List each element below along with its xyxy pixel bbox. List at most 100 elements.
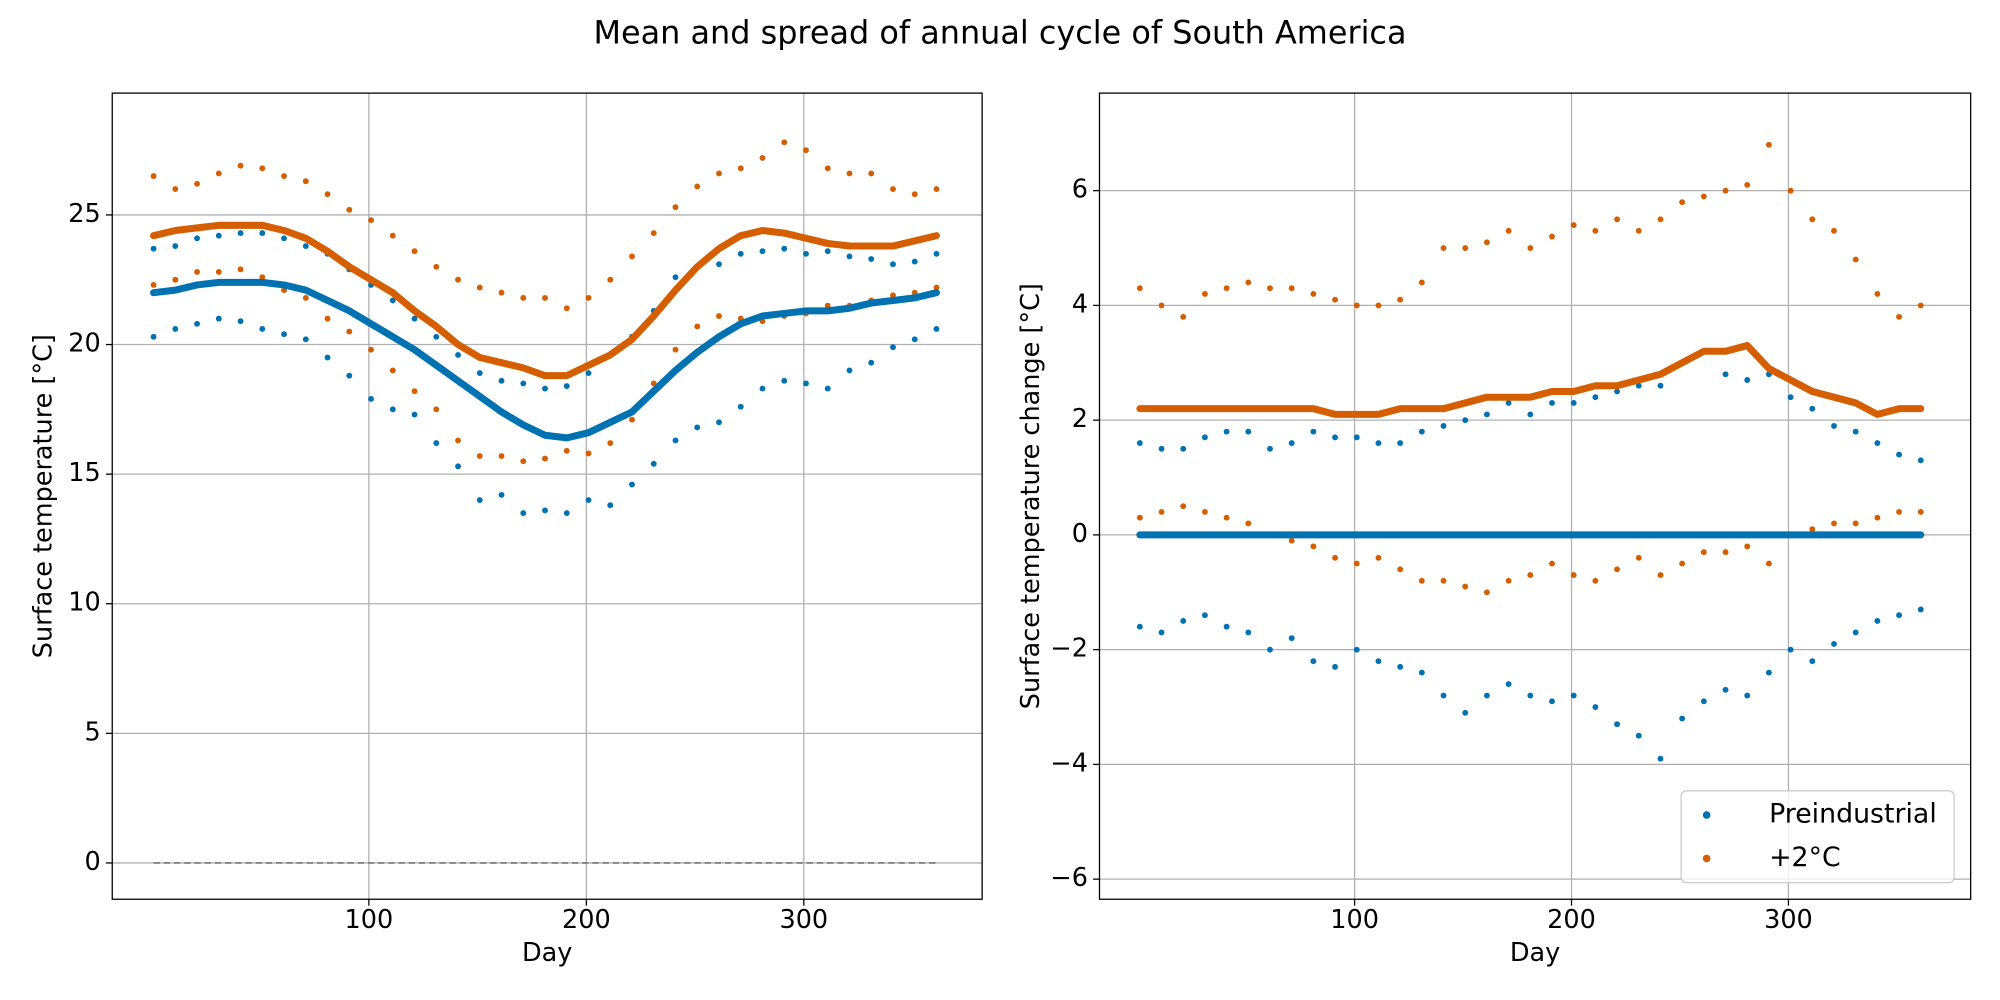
spread-point xyxy=(259,230,266,237)
spread-point xyxy=(476,284,483,291)
spread-point xyxy=(824,165,831,172)
spread-point xyxy=(1896,313,1903,320)
spread-point xyxy=(1245,428,1252,435)
spread-point xyxy=(1592,227,1599,234)
spread-point xyxy=(1440,422,1447,429)
spread-point xyxy=(1245,629,1252,636)
spread-point xyxy=(1787,394,1794,401)
spread-point xyxy=(1917,457,1924,464)
spread-point xyxy=(281,173,287,179)
spread-point xyxy=(694,183,701,190)
spread-point xyxy=(1722,686,1729,693)
spread-point xyxy=(1917,606,1924,613)
y-tick-label: 4 xyxy=(1072,289,1088,319)
spread-point xyxy=(1245,279,1252,286)
spread-point xyxy=(1809,405,1816,412)
spread-point xyxy=(1505,227,1512,234)
spread-point xyxy=(455,351,461,358)
spread-point xyxy=(737,165,744,172)
spread-point xyxy=(1592,704,1599,710)
spread-point xyxy=(281,331,287,338)
spread-point xyxy=(1418,279,1425,286)
x-tick-label: 200 xyxy=(562,905,611,935)
spread-point xyxy=(542,294,548,301)
spread-point xyxy=(1549,698,1555,705)
spread-point xyxy=(433,263,440,270)
spread-point xyxy=(1245,520,1252,527)
spread-point xyxy=(302,243,309,249)
spread-point xyxy=(1679,199,1686,206)
spread-point xyxy=(1831,640,1837,647)
spread-point xyxy=(1332,663,1339,670)
spread-point xyxy=(542,507,548,514)
legend-marker xyxy=(1702,854,1711,863)
spread-point xyxy=(737,250,744,257)
spread-point xyxy=(1353,646,1360,653)
spread-point xyxy=(1483,589,1490,596)
spread-point xyxy=(607,502,614,509)
spread-point xyxy=(1679,715,1686,722)
spread-point xyxy=(1570,692,1577,699)
spread-point xyxy=(520,510,527,516)
spread-point xyxy=(1375,302,1382,309)
spread-point xyxy=(150,281,157,288)
spread-point xyxy=(1462,417,1469,424)
spread-point xyxy=(237,266,244,273)
spread-point xyxy=(1722,371,1729,378)
axes-frame xyxy=(111,92,983,900)
spread-point xyxy=(1831,520,1837,527)
legend-box xyxy=(1680,790,1955,884)
spread-point xyxy=(1852,256,1859,263)
plot-area xyxy=(112,93,983,900)
spread-point xyxy=(302,294,309,301)
spread-point xyxy=(389,297,396,304)
spread-point xyxy=(1223,514,1230,521)
spread-point xyxy=(1614,388,1621,395)
spread-point xyxy=(1700,193,1707,200)
spread-point xyxy=(1158,302,1165,309)
spread-point xyxy=(846,170,853,177)
spread-point xyxy=(1744,543,1751,550)
spread-point xyxy=(1744,692,1751,699)
spread-point xyxy=(368,217,374,224)
spread-point xyxy=(563,447,570,454)
spread-point xyxy=(215,232,222,239)
spread-point xyxy=(1700,549,1707,556)
spread-point xyxy=(1549,233,1555,240)
spread-point xyxy=(1831,227,1837,234)
spread-point xyxy=(1896,509,1903,515)
spread-point xyxy=(1223,285,1230,292)
spread-point xyxy=(1896,451,1903,458)
spread-point xyxy=(911,336,918,343)
spread-point xyxy=(1831,422,1837,429)
x-tick-label: 100 xyxy=(345,905,394,935)
x-axis-label: Day xyxy=(522,938,572,968)
spread-point xyxy=(846,367,853,374)
spread-point xyxy=(1332,296,1339,303)
spread-point xyxy=(629,253,635,260)
spread-point xyxy=(1332,554,1339,561)
spread-point xyxy=(1700,698,1707,705)
spread-point xyxy=(1657,382,1664,389)
spread-point xyxy=(302,178,309,185)
spread-point xyxy=(1527,245,1534,251)
spread-point xyxy=(1201,290,1208,297)
spread-point xyxy=(1180,503,1187,510)
spread-point xyxy=(302,336,309,343)
spread-point xyxy=(1505,400,1512,406)
spread-point xyxy=(346,206,353,213)
spread-point xyxy=(1158,445,1165,452)
spread-point xyxy=(629,416,635,423)
spread-point xyxy=(1679,560,1686,567)
spread-point xyxy=(1852,428,1859,435)
spread-point xyxy=(1874,514,1881,521)
spread-point xyxy=(411,411,418,418)
spread-point xyxy=(563,510,570,516)
spread-point xyxy=(803,250,809,257)
spread-point xyxy=(476,497,483,503)
spread-point xyxy=(1765,560,1772,567)
spread-point xyxy=(890,292,896,299)
spread-point xyxy=(1874,440,1881,447)
spread-point xyxy=(1852,520,1859,527)
y-tick-label: 15 xyxy=(68,458,100,488)
